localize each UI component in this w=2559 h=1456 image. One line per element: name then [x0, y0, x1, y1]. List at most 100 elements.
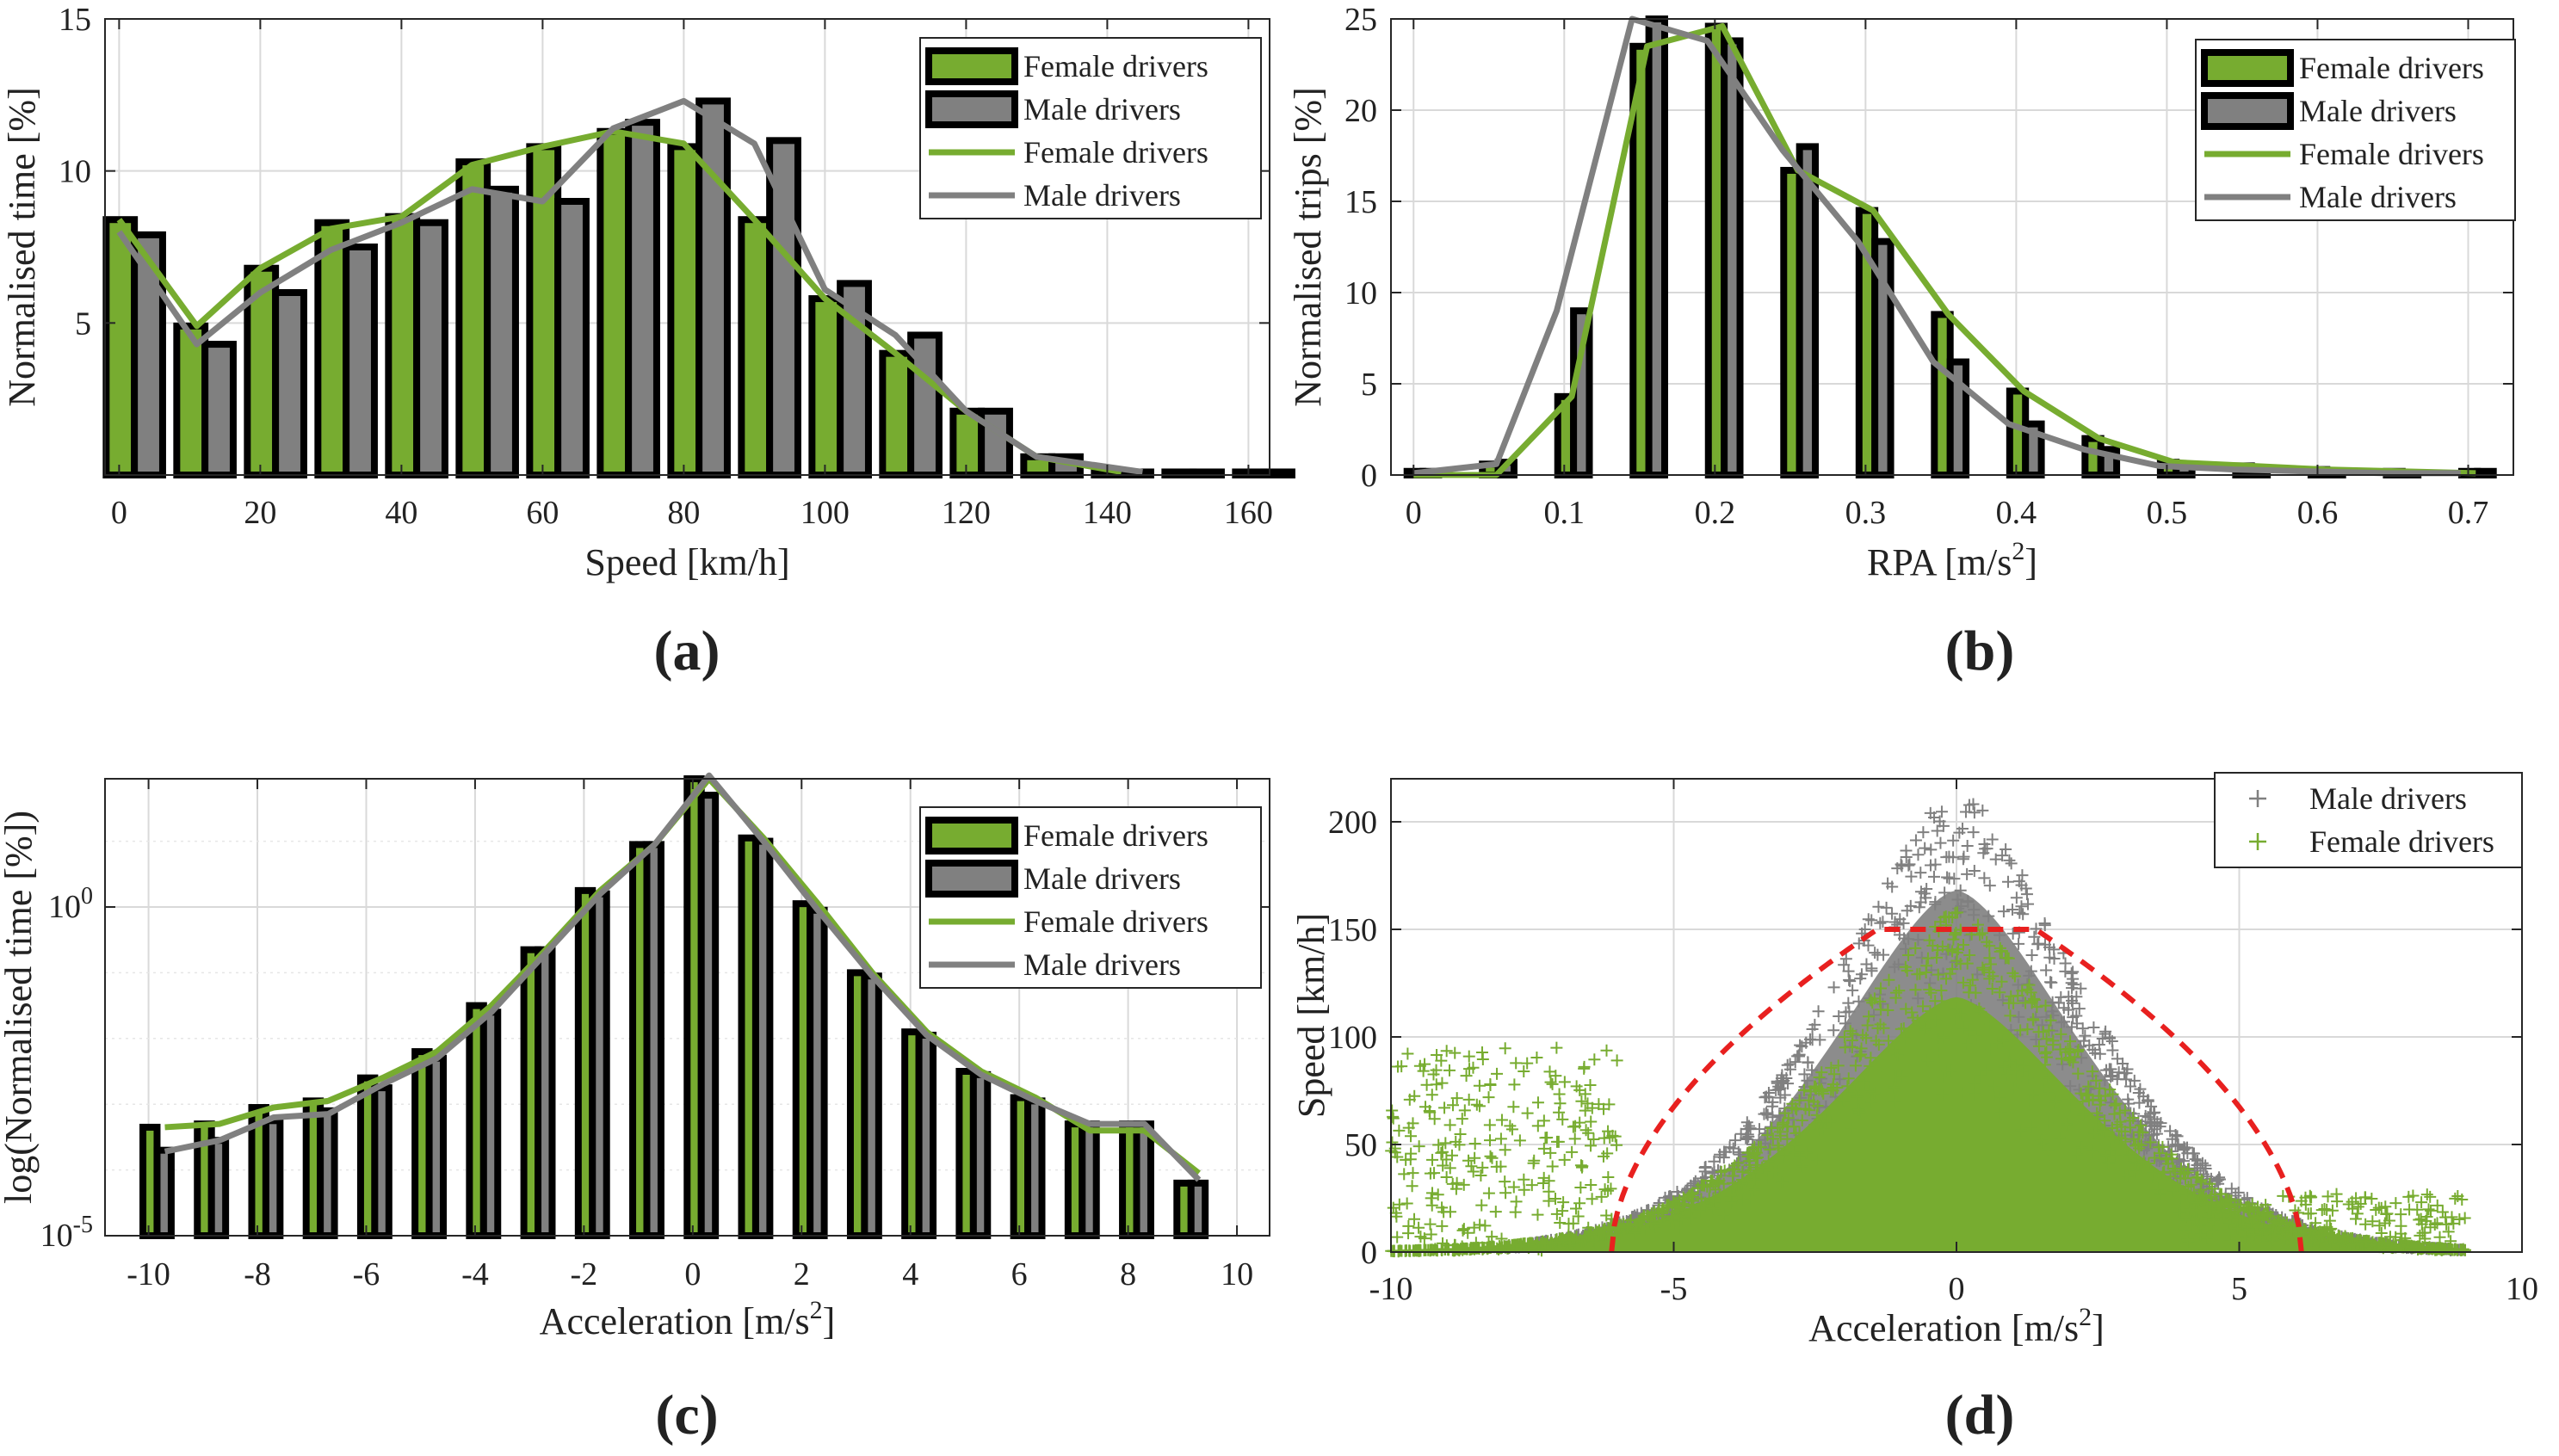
female-point: [1740, 1174, 1753, 1187]
y-tick-label: 20: [1344, 93, 1377, 129]
female-point: [2303, 1189, 2316, 1202]
female-point: [1667, 1195, 1680, 1208]
female-point: [1981, 935, 1993, 948]
female-point: [1866, 996, 1879, 1009]
male-point: [1727, 1142, 1740, 1155]
male-point: [1877, 948, 1890, 961]
x-tick-label: 5: [2231, 1271, 2247, 1307]
female-point: [1583, 1228, 1596, 1241]
female-point: [1995, 975, 2008, 988]
female-point: [2372, 1237, 2385, 1249]
female-point: [1853, 1050, 1866, 1063]
female-point: [2028, 992, 2041, 1005]
female-point: [2097, 1124, 2110, 1137]
female-point: [1745, 1192, 1758, 1205]
male-point: [1963, 799, 1975, 811]
male-point: [2022, 898, 2035, 910]
bar-male: [643, 841, 664, 1240]
y-tick-base: 10: [48, 889, 81, 925]
female-point: [2071, 1148, 2084, 1161]
female-point: [1401, 1047, 1414, 1060]
female-point: [2339, 1230, 2352, 1243]
female-point: [2185, 1221, 2197, 1234]
female-point: [2025, 995, 2038, 1008]
female-point: [1987, 1088, 2000, 1101]
male-point: [2079, 1029, 2092, 1042]
female-point: [1666, 1210, 1679, 1223]
female-point: [1390, 1210, 1403, 1223]
female-point: [1774, 1129, 1787, 1142]
female-point: [1510, 1057, 1523, 1070]
male-point: [2040, 964, 2053, 977]
y-axis-label: Normalised trips [%]: [1287, 87, 1329, 406]
female-point: [1909, 941, 1922, 954]
female-point: [1695, 1193, 1708, 1206]
female-point: [1697, 1179, 1710, 1192]
male-point: [1872, 900, 1885, 913]
female-point: [1825, 1061, 1838, 1074]
male-point: [1898, 932, 1911, 945]
female-point: [1432, 1138, 1445, 1151]
female-point: [1562, 1218, 1575, 1231]
female-point: [1398, 1168, 1411, 1181]
female-point: [2194, 1175, 2207, 1188]
female-point: [2352, 1200, 2364, 1213]
male-point: [1801, 1074, 1814, 1087]
female-point: [2206, 1196, 2219, 1209]
female-point: [1546, 1160, 1559, 1173]
female-point: [1486, 1231, 1499, 1243]
female-point: [1443, 1206, 1456, 1218]
female-point: [1736, 1165, 1749, 1178]
female-point: [1429, 1243, 1442, 1255]
male-point: [1874, 916, 1887, 929]
female-point: [1837, 1094, 1850, 1107]
female-point: [2129, 1157, 2142, 1169]
male-point: [1804, 1033, 1817, 1046]
female-point: [1440, 1153, 1453, 1166]
female-point: [2173, 1206, 2186, 1218]
female-point: [1539, 1132, 1552, 1144]
male-point: [1925, 843, 1938, 856]
male-point: [2077, 1034, 2090, 1047]
legend-label: Male drivers: [2299, 180, 2457, 214]
female-point: [2076, 1095, 2089, 1108]
bar-male: [484, 185, 519, 478]
female-point: [2266, 1233, 2279, 1246]
female-point: [1652, 1209, 1665, 1222]
female-point: [1473, 1079, 1486, 1092]
female-point: [1491, 1067, 1504, 1080]
female-point: [1950, 906, 1963, 919]
female-point: [1438, 1101, 1451, 1114]
male-point: [2012, 1010, 2025, 1023]
female-point: [2146, 1167, 2159, 1180]
y-tick-label: 5: [75, 305, 91, 342]
legend-label: Female drivers: [1023, 135, 1208, 170]
female-point: [1408, 1244, 1421, 1257]
y-tick-label: 10: [59, 154, 91, 190]
female-point: [2044, 1014, 2057, 1027]
female-point: [1426, 1153, 1439, 1166]
female-point: [2105, 1143, 2117, 1156]
female-point: [1827, 1068, 1840, 1081]
female-point: [1902, 949, 1915, 962]
female-point: [1587, 1132, 1600, 1145]
y-tick-label: 5: [1361, 367, 1377, 403]
female-point: [1901, 964, 1913, 977]
female-point: [2164, 1170, 2177, 1183]
female-point: [1947, 933, 1960, 946]
female-point: [1495, 1232, 1508, 1245]
female-point: [1872, 1038, 1885, 1051]
male-point: [1783, 1063, 1796, 1076]
male-point: [1888, 960, 1901, 973]
male-point: [2044, 976, 2057, 989]
female-point: [1838, 1031, 1851, 1044]
female-point: [1450, 1092, 1463, 1105]
female-point: [2333, 1237, 2346, 1249]
male-point: [1844, 975, 1857, 988]
bar-male: [425, 1054, 448, 1240]
female-point: [2072, 1044, 2085, 1057]
female-point: [2180, 1188, 2193, 1200]
female-point: [1713, 1174, 1726, 1187]
bar-male: [554, 198, 590, 478]
